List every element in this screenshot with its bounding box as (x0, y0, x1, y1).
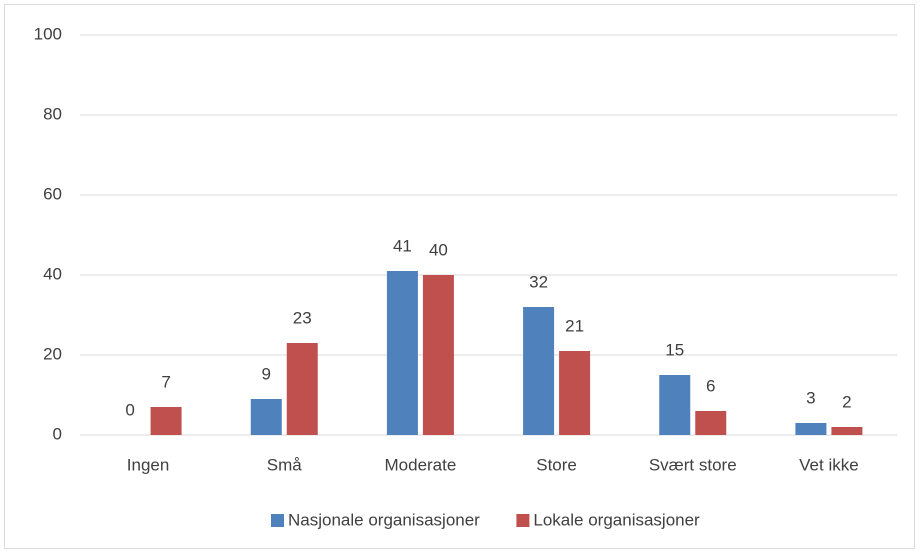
bar (559, 351, 591, 435)
y-tick-label: 60 (43, 184, 62, 203)
value-label: 7 (161, 372, 170, 391)
value-label: 0 (125, 400, 134, 419)
bar (523, 307, 555, 435)
x-tick-label: Vet ikke (799, 455, 859, 474)
value-label: 32 (529, 272, 548, 291)
legend-swatch (516, 514, 530, 527)
chart-border (4, 4, 915, 549)
legend-label: Lokale organisasjoner (533, 510, 700, 529)
value-label: 3 (806, 388, 815, 407)
x-tick-label: Små (267, 455, 303, 474)
x-tick-label: Moderate (385, 455, 457, 474)
y-tick-label: 40 (43, 264, 62, 283)
y-tick-label: 100 (34, 24, 62, 43)
bar (422, 275, 454, 435)
value-label: 9 (262, 364, 271, 383)
x-tick-label: Store (536, 455, 577, 474)
legend-label: Nasjonale organisasjoner (288, 510, 480, 529)
bar (795, 423, 827, 435)
value-label: 40 (429, 240, 448, 259)
y-tick-label: 20 (43, 344, 62, 363)
bar (831, 427, 863, 435)
bar (659, 375, 691, 435)
bar (386, 271, 418, 435)
bar (286, 343, 318, 435)
x-tick-label: Svært store (649, 455, 737, 474)
x-tick-label: Ingen (127, 455, 170, 474)
value-label: 15 (665, 340, 684, 359)
value-label: 21 (565, 316, 584, 335)
y-tick-label: 0 (53, 424, 62, 443)
bar (150, 407, 182, 435)
value-label: 6 (706, 376, 715, 395)
bar (695, 411, 727, 435)
bar (250, 399, 282, 435)
y-tick-label: 80 (43, 104, 62, 123)
value-label: 2 (842, 392, 851, 411)
legend-swatch (271, 514, 284, 527)
value-label: 23 (293, 308, 312, 327)
value-label: 41 (393, 236, 412, 255)
